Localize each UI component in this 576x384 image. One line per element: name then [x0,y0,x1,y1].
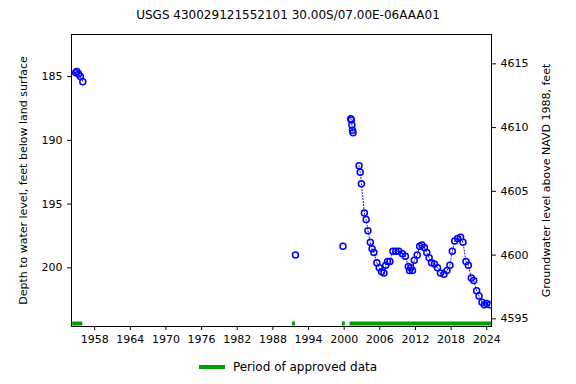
svg-text:4615: 4615 [501,57,529,70]
svg-text:1982: 1982 [223,333,251,346]
svg-text:2024: 2024 [473,333,501,346]
svg-text:1976: 1976 [188,333,216,346]
svg-text:2006: 2006 [366,333,394,346]
svg-text:2012: 2012 [401,333,429,346]
svg-text:185: 185 [42,70,63,83]
svg-text:2018: 2018 [437,333,465,346]
html-text:Period of approved data: Period of approved data [232,360,378,374]
svg-text:Depth to water level, feet bel: Depth to water level, feet below land su… [17,56,30,305]
svg-text:1964: 1964 [116,333,144,346]
svg-text:1994: 1994 [295,333,323,346]
svg-text:Groundwater level above NAVD 1: Groundwater level above NAVD 1988, feet [540,63,553,297]
svg-text:4600: 4600 [501,249,529,262]
svg-text:1958: 1958 [81,333,109,346]
svg-text:200: 200 [42,261,63,274]
svg-text:2000: 2000 [330,333,358,346]
svg-text:1988: 1988 [259,333,287,346]
svg-text:4610: 4610 [501,121,529,134]
svg-text:195: 195 [42,198,63,211]
svg-text:190: 190 [42,134,63,147]
html-text:USGS 430029121552101 30.00S/07: USGS 430029121552101 30.00S/07.00E-06AAA… [136,8,440,22]
svg-text:4605: 4605 [501,185,529,198]
svg-text:4595: 4595 [501,312,529,325]
svg-text:1970: 1970 [152,333,180,346]
